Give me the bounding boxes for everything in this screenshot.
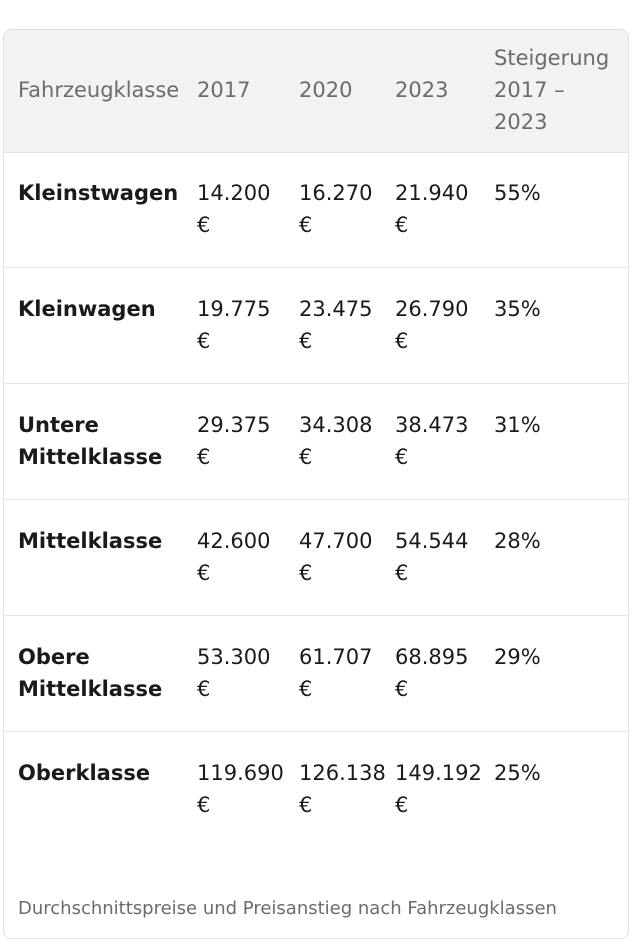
row-price-2023: 38.473 € xyxy=(395,413,469,469)
row-price-2020: 47.700 € xyxy=(299,529,373,585)
row-divider xyxy=(4,731,628,732)
row-steigerung: 29% xyxy=(494,645,541,669)
table-header: Fahrzeugklasse 2017 2020 2023 Steigerung… xyxy=(4,30,628,153)
row-klasse: Kleinstwagen xyxy=(18,181,179,205)
row-price-2020: 16.270 € xyxy=(299,181,373,237)
header-2017: 2017 xyxy=(197,78,251,102)
row-steigerung: 28% xyxy=(494,529,541,553)
row-price-2017: 53.300 € xyxy=(197,645,271,701)
price-table-card: Fahrzeugklasse 2017 2020 2023 Steigerung… xyxy=(3,29,629,939)
row-price-2023: 26.790 € xyxy=(395,297,469,353)
row-divider xyxy=(4,615,628,616)
header-steigerung: Steigerung 2017 – 2023 xyxy=(494,46,610,134)
row-klasse: Mittelklasse xyxy=(18,529,163,553)
header-2020: 2020 xyxy=(299,78,353,102)
row-divider xyxy=(4,499,628,500)
row-price-2023: 54.544 € xyxy=(395,529,469,585)
table-caption: Durchschnittspreise und Preisanstieg nac… xyxy=(18,898,557,919)
row-klasse: Obere Mittelklasse xyxy=(18,645,163,701)
row-price-2017: 29.375 € xyxy=(197,413,271,469)
row-divider xyxy=(4,383,628,384)
row-steigerung: 55% xyxy=(494,181,541,205)
row-price-2017: 42.600 € xyxy=(197,529,271,585)
header-2023: 2023 xyxy=(395,78,449,102)
row-steigerung: 31% xyxy=(494,413,541,437)
row-price-2017: 19.775 € xyxy=(197,297,271,353)
row-klasse: Oberklasse xyxy=(18,761,151,785)
row-price-2020: 23.475 € xyxy=(299,297,373,353)
row-price-2023: 149.192 € xyxy=(395,761,482,817)
row-price-2023: 21.940 € xyxy=(395,181,469,237)
row-divider xyxy=(4,267,628,268)
header-fahrzeugklasse: Fahrzeugklasse xyxy=(18,78,180,102)
row-price-2020: 61.707 € xyxy=(299,645,373,701)
row-price-2017: 14.200 € xyxy=(197,181,271,237)
row-price-2017: 119.690 € xyxy=(197,761,284,817)
row-steigerung: 35% xyxy=(494,297,541,321)
row-price-2020: 126.138 € xyxy=(299,761,386,817)
row-price-2020: 34.308 € xyxy=(299,413,373,469)
row-klasse: Untere Mittelklasse xyxy=(18,413,163,469)
row-price-2023: 68.895 € xyxy=(395,645,469,701)
row-steigerung: 25% xyxy=(494,761,541,785)
row-klasse: Kleinwagen xyxy=(18,297,156,321)
